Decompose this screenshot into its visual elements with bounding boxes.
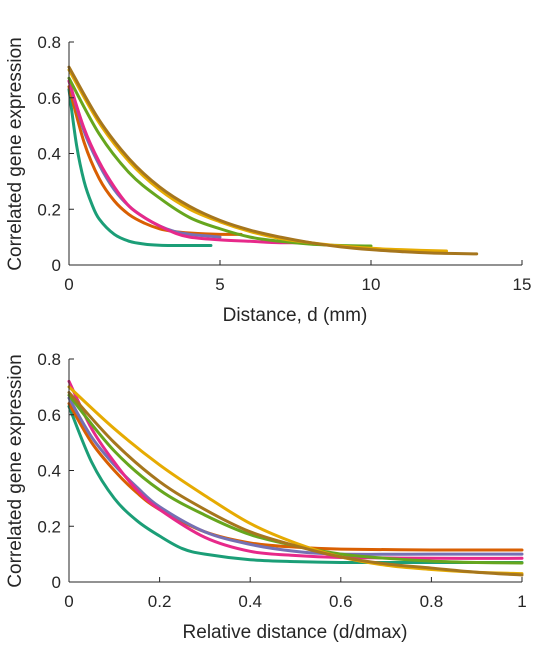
chart-top-x-axis: 0 5 10 15 [64, 260, 531, 294]
chart-bottom-series-5-line [67, 393, 524, 565]
chart-bottom-xtick-label: 0 [64, 592, 73, 611]
chart-top-xtick-label: 5 [215, 275, 224, 294]
chart-top-xlabel: Distance, d (mm) [223, 305, 368, 326]
chart-bottom-series-2-line [67, 402, 524, 552]
chart-top-series-2-line [67, 85, 243, 236]
chart-top-ytick-label: 0 [52, 256, 61, 275]
chart-top-xtick-label: 10 [362, 275, 381, 294]
chart-top-xtick-label: 15 [513, 275, 532, 294]
chart-bottom-xtick-label: 0.2 [148, 592, 172, 611]
chart-bottom-series [67, 379, 524, 577]
chart-bottom-ytick-label: 0.8 [37, 350, 61, 369]
chart-top-ytick-label: 0.6 [37, 89, 61, 108]
chart-bottom-series-1-line [67, 404, 524, 565]
chart-bottom-xtick-label: 0.8 [420, 592, 444, 611]
chart-bottom-xtick-label: 1 [517, 592, 526, 611]
chart-bottom-ytick-label: 0.2 [37, 517, 61, 536]
chart-bottom-series-3-line [67, 396, 524, 556]
chart-top-ylabel: Correlated gene expression [5, 37, 26, 270]
chart-top-ytick-label: 0.8 [37, 33, 61, 52]
chart-top-series [67, 65, 479, 256]
chart-bottom-x-axis: 0 0.2 0.4 0.6 0.8 1 [64, 577, 527, 611]
chart-bottom-xtick-label: 0.4 [238, 592, 262, 611]
chart-bottom-ytick-label: 0.4 [37, 462, 61, 481]
chart-bottom-ylabel: Correlated gene expression [5, 354, 26, 587]
chart-top-y-axis: 0 0.2 0.4 0.6 0.8 [37, 33, 74, 275]
chart-top-series-4-line [67, 79, 313, 245]
chart-bottom: 0 0.2 0.4 0.6 0.8 1 0 0.2 0.4 0.6 0.8 Relative di… [5, 350, 527, 643]
chart-bottom-series-4-line [67, 379, 524, 560]
chart-top-xtick-label: 0 [64, 275, 73, 294]
chart-bottom-xtick-label: 0.6 [329, 592, 353, 611]
chart-top: 0 5 10 15 0 0.2 0.4 0.6 0.8 Distance, d (mm) Co… [5, 33, 531, 326]
chart-bottom-ytick-label: 0.6 [37, 406, 61, 425]
chart-bottom-xlabel: Relative distance (d/dmax) [183, 622, 408, 643]
chart-bottom-y-axis: 0 0.2 0.4 0.6 0.8 [37, 350, 74, 592]
chart-bottom-series-7-line [67, 390, 524, 577]
chart-top-series-1-line [67, 87, 213, 248]
chart-bottom-ytick-label: 0 [52, 573, 61, 592]
chart-top-series-6-line [67, 68, 448, 253]
chart-top-ytick-label: 0.2 [37, 200, 61, 219]
chart-top-series-7-line [67, 65, 479, 256]
chart-top-ytick-label: 0.4 [37, 145, 61, 164]
